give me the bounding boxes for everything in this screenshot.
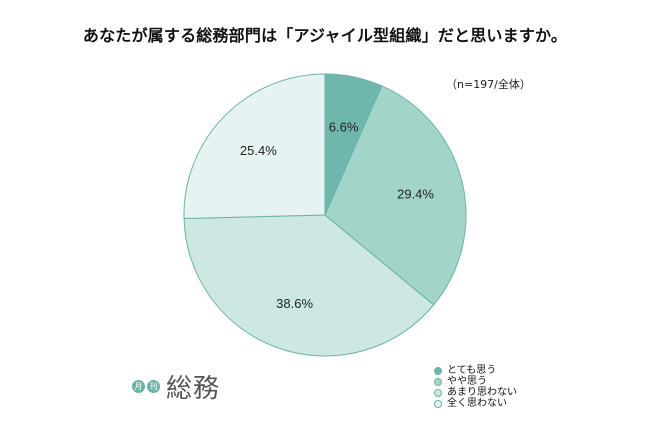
legend-item-4: 全く思わない [434, 398, 517, 409]
slice-label-3: 38.6% [276, 296, 313, 311]
legend-label-4: 全く思わない [447, 398, 507, 409]
slice-label-2: 29.4% [397, 187, 434, 202]
sample-size-note: （n=197/全体） [446, 78, 531, 91]
chart-title: あなたが属する総務部門は「アジャイル型組織」だと思いますか。 [82, 26, 568, 45]
legend-swatch-2 [434, 377, 442, 386]
legend-item-1: とても思う [434, 365, 517, 376]
legend: とても思う やや思う あまり思わない 全く思わない [434, 365, 517, 409]
pie-slice-3 [183, 214, 435, 357]
legend-item-3: あまり思わない [434, 387, 517, 398]
logo-text: 総務 [166, 374, 221, 404]
gekkan-soumu-logo: 月 刊 総務 [132, 368, 220, 405]
legend-item-2: やや思う [434, 376, 517, 387]
logo-badge-issue: 刊 [147, 380, 160, 393]
legend-swatch-3 [434, 388, 442, 397]
pie-slice-2 [324, 85, 467, 306]
legend-swatch-1 [434, 366, 442, 375]
legend-swatch-4 [434, 399, 442, 408]
slice-label-4: 25.4% [240, 143, 277, 158]
legend-label-2: やや思う [447, 376, 487, 387]
slice-label-1: 6.6% [329, 120, 359, 135]
pie-slice-4 [183, 73, 326, 220]
legend-label-3: あまり思わない [447, 387, 517, 398]
legend-label-1: とても思う [447, 365, 497, 376]
logo-badge-month: 月 [132, 380, 145, 393]
